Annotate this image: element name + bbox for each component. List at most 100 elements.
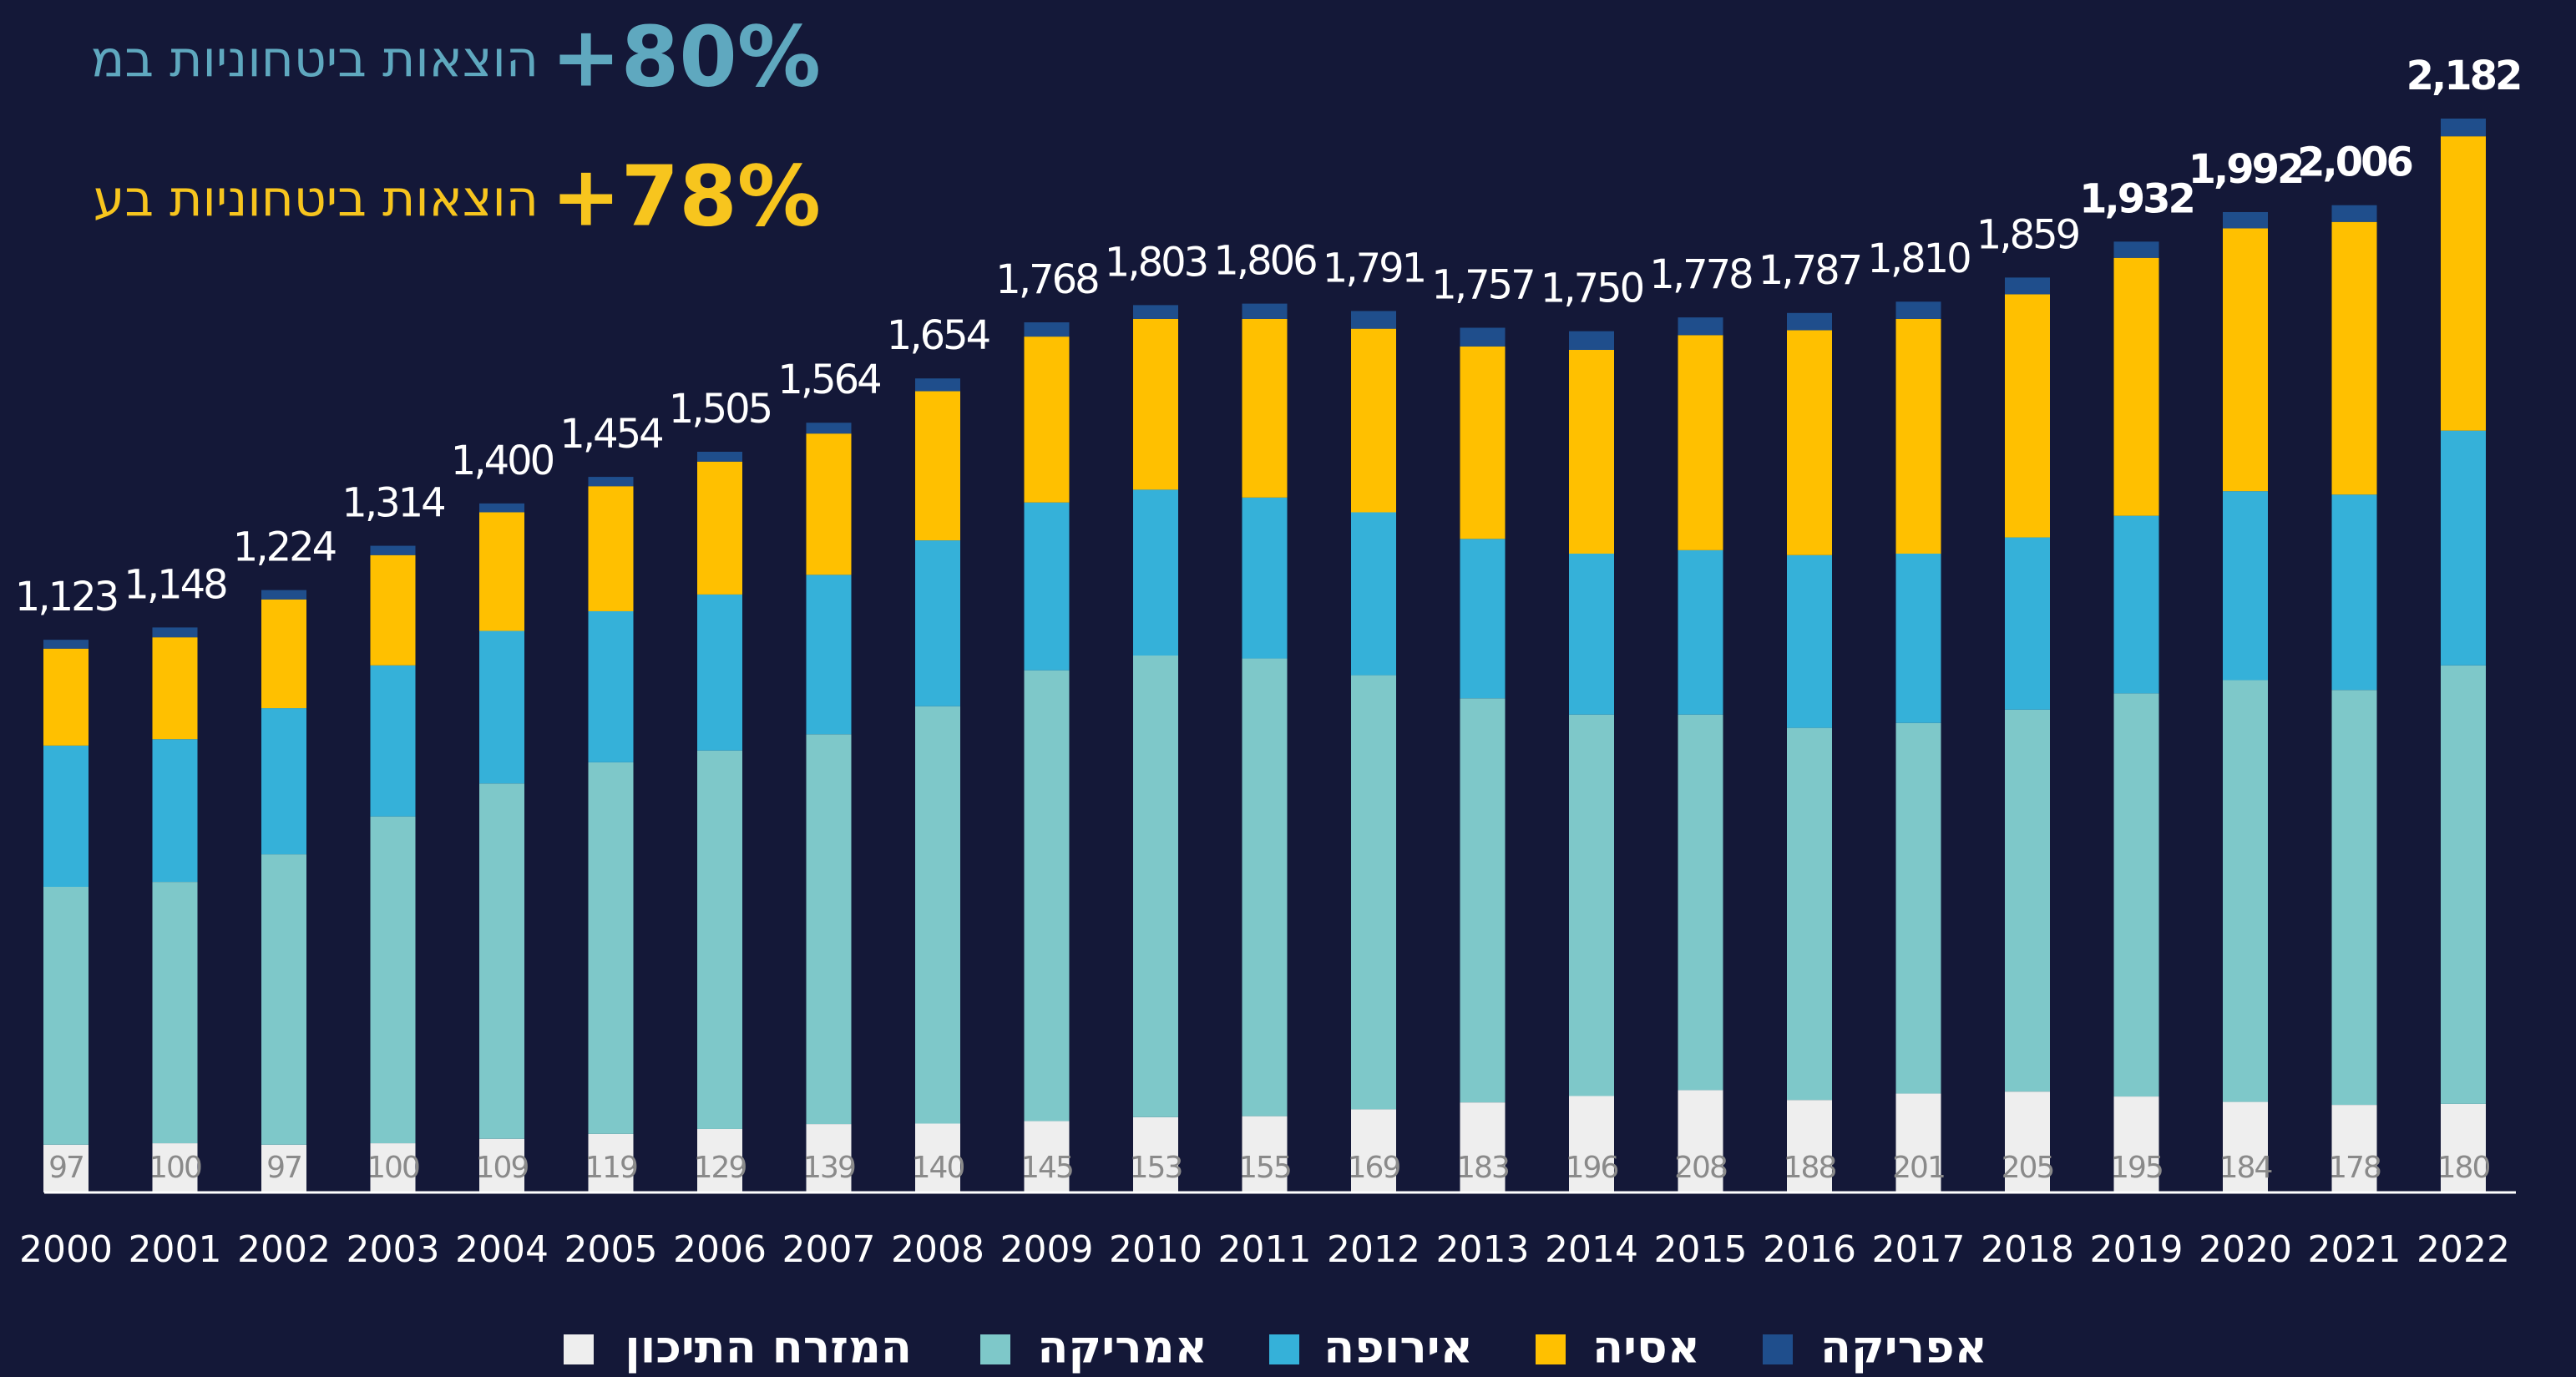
- bar-segment: [370, 545, 416, 555]
- x-tick-label: 2013: [1436, 1228, 1530, 1271]
- bar-segment: [479, 503, 524, 513]
- bar-segment: [588, 486, 634, 611]
- bar-segment: [1242, 497, 1288, 659]
- x-tick-label: 2003: [347, 1228, 440, 1271]
- headline-value: +80%: [551, 8, 821, 105]
- bar-segment: [1242, 1116, 1288, 1192]
- x-tick-label: 2002: [237, 1228, 331, 1271]
- segment-label: 139: [802, 1151, 855, 1185]
- x-tick-label: 2005: [564, 1228, 658, 1271]
- x-tick-label: 2009: [1000, 1228, 1094, 1271]
- bar-segment: [1678, 317, 1723, 336]
- bar-segment: [1787, 727, 1832, 1101]
- headline-text: הוצאות ביטחוניות במ: [91, 31, 539, 89]
- total-label: 1,454: [559, 411, 662, 458]
- bar-segment: [2113, 1096, 2159, 1192]
- bar-segment: [1787, 1100, 1832, 1192]
- total-label: 1,505: [669, 386, 771, 433]
- x-tick-label: 2010: [1109, 1228, 1202, 1271]
- bar-segment: [152, 739, 198, 883]
- total-label: 2,006: [2297, 139, 2412, 186]
- bar-segment: [1133, 305, 1178, 319]
- segment-label: 201: [1892, 1151, 1945, 1185]
- legend-label: אירופה: [1323, 1321, 1473, 1374]
- bar-segment: [1242, 303, 1288, 319]
- total-label: 1,810: [1867, 235, 1970, 282]
- total-label: 1,806: [1213, 238, 1316, 285]
- total-label: 2,182: [2406, 53, 2521, 99]
- legend-swatch: [1536, 1334, 1566, 1364]
- bar-segment: [2331, 205, 2377, 222]
- bar-segment: [1024, 502, 1070, 671]
- total-label: 1,314: [342, 480, 444, 527]
- bar-segment: [1133, 318, 1178, 490]
- bar-segment: [2441, 665, 2486, 1104]
- bar-segment: [2331, 690, 2377, 1106]
- bar-segment: [2113, 241, 2159, 258]
- bar-segment: [2223, 1101, 2268, 1192]
- legend-swatch: [1269, 1334, 1299, 1364]
- bar-segment: [2005, 537, 2050, 710]
- bar-segment: [1460, 327, 1506, 347]
- bar-segment: [2441, 136, 2486, 431]
- bar-segment: [1895, 318, 1941, 554]
- bar-segment: [697, 461, 742, 595]
- bar-segment: [1351, 675, 1396, 1110]
- bar-segment: [2223, 680, 2268, 1102]
- bar-segment: [370, 665, 416, 817]
- x-tick-label: 2019: [2090, 1228, 2184, 1271]
- bar-segment: [1460, 539, 1506, 699]
- bar-segment: [2331, 494, 2377, 691]
- bar-segment: [2005, 277, 2050, 295]
- bar-segment: [1678, 714, 1723, 1091]
- bar-segment: [1895, 1093, 1941, 1192]
- bar-segment: [915, 1123, 960, 1192]
- bar-segment: [1460, 1102, 1506, 1192]
- bar-segment: [697, 594, 742, 751]
- bar-segment: [915, 706, 960, 1124]
- bar-segment: [152, 637, 198, 740]
- segment-label: 188: [1784, 1151, 1836, 1185]
- total-label: 1,400: [451, 438, 554, 484]
- bar-segment: [2113, 693, 2159, 1097]
- x-tick-label: 2006: [673, 1228, 767, 1271]
- x-tick-label: 2017: [1872, 1228, 1966, 1271]
- bar-segment: [2113, 515, 2159, 694]
- x-tick-label: 2021: [2308, 1228, 2401, 1271]
- bar-segment: [1133, 656, 1178, 1117]
- segment-label: 145: [1020, 1151, 1073, 1185]
- bar-segment: [806, 1124, 852, 1192]
- headline-text: הוצאות ביטחוניות בע: [94, 170, 539, 229]
- bar-segment: [1133, 489, 1178, 656]
- x-tick-label: 2014: [1545, 1228, 1638, 1271]
- segment-label: 169: [1348, 1151, 1400, 1185]
- bar-segment: [1787, 312, 1832, 331]
- bar-segment: [2005, 709, 2050, 1092]
- x-tick-label: 2020: [2199, 1228, 2292, 1271]
- bar-segment: [588, 477, 634, 487]
- segment-label: 119: [585, 1151, 637, 1185]
- bar-segment: [1024, 337, 1070, 503]
- x-tick-label: 2011: [1218, 1228, 1312, 1271]
- bar-segment: [152, 1143, 198, 1192]
- segment-label: 184: [2219, 1151, 2272, 1185]
- segment-label: 205: [2002, 1151, 2054, 1185]
- bar-segment: [806, 734, 852, 1125]
- bar-segment: [1569, 554, 1614, 715]
- total-label: 1,778: [1649, 251, 1752, 298]
- bar-segment: [2223, 491, 2268, 681]
- bar-segment: [261, 854, 306, 1145]
- bar-segment: [152, 882, 198, 1144]
- segment-label: 196: [1566, 1151, 1618, 1185]
- bar-segment: [261, 1144, 306, 1192]
- total-label: 1,787: [1759, 247, 1860, 294]
- bar-segment: [2331, 221, 2377, 495]
- legend-label: המזרח התיכון: [625, 1321, 912, 1374]
- bar-segment: [2005, 1091, 2050, 1192]
- total-label: 1,757: [1431, 261, 1533, 308]
- total-label: 1,992: [2189, 146, 2303, 193]
- segment-label: 129: [694, 1151, 746, 1185]
- x-tick-label: 2012: [1327, 1228, 1420, 1271]
- bar-segment: [588, 610, 634, 762]
- bar-segment: [915, 378, 960, 392]
